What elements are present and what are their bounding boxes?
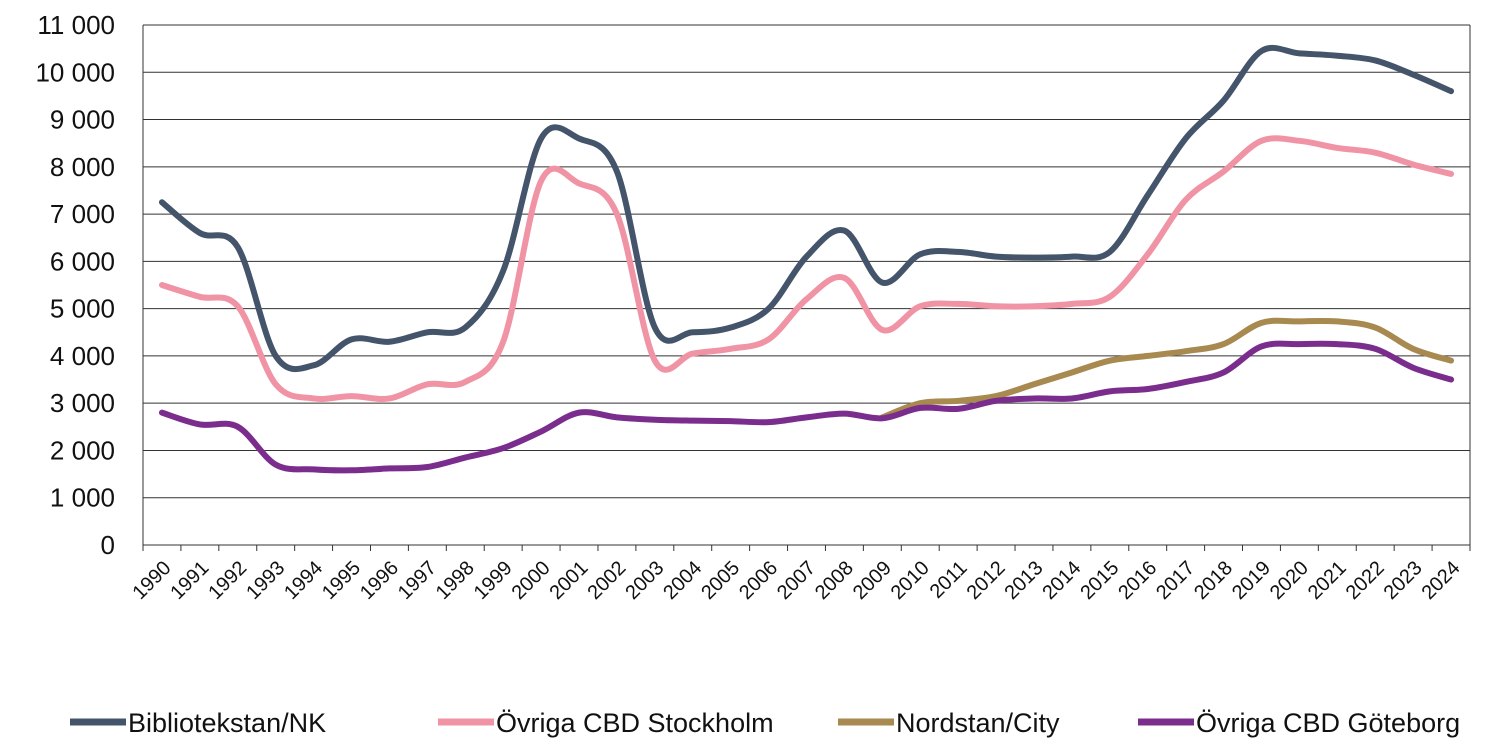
x-tick-label: 1998 — [432, 557, 479, 604]
x-tick-label: 2012 — [963, 557, 1010, 604]
x-tick-label: 2008 — [811, 557, 858, 604]
x-tick-label: 2024 — [1418, 557, 1465, 604]
x-tick-label: 1993 — [242, 557, 289, 604]
x-tick-label: 2013 — [1000, 557, 1047, 604]
x-tick-label: 2010 — [887, 557, 934, 604]
x-tick-label: 2006 — [735, 557, 782, 604]
x-tick-label: 1990 — [128, 557, 175, 604]
x-tick-label: 1999 — [470, 557, 517, 604]
y-tick-label: 8 000 — [50, 152, 115, 182]
x-tick-label: 2001 — [546, 557, 593, 604]
x-tick-label: 2003 — [621, 557, 668, 604]
legend-label: Övriga CBD Göteborg — [1196, 708, 1460, 738]
y-tick-label: 5 000 — [50, 294, 115, 324]
x-tick-label: 2019 — [1228, 557, 1275, 604]
series-line — [158, 340, 1455, 474]
x-tick-label: 2016 — [1114, 557, 1161, 604]
x-tick-label: 2011 — [926, 557, 972, 603]
y-tick-label: 11 000 — [37, 10, 115, 40]
x-tick-label: 1991 — [166, 557, 213, 604]
x-tick-label: 2021 — [1304, 557, 1351, 604]
x-tick-label: 2022 — [1342, 557, 1389, 604]
series-line — [158, 44, 1455, 373]
y-tick-label: 7 000 — [50, 199, 115, 229]
y-tick-label: 4 000 — [50, 341, 115, 371]
x-tick-label: 1997 — [394, 557, 441, 604]
x-tick-label: 1992 — [204, 557, 251, 604]
y-tick-label: 10 000 — [35, 57, 115, 87]
series-line — [879, 317, 1455, 421]
x-tick-label: 2005 — [697, 557, 744, 604]
y-tick-label: 0 — [101, 530, 115, 560]
x-tick-label: 1995 — [318, 557, 365, 604]
y-tick-label: 2 000 — [50, 435, 115, 465]
series-line — [158, 135, 1455, 402]
x-tick-label: 2002 — [583, 557, 630, 604]
legend-label: Bibliotekstan/NK — [128, 708, 326, 738]
x-tick-label: 2007 — [773, 557, 820, 604]
legend-label: Övriga CBD Stockholm — [496, 708, 774, 738]
x-tick-label: 2004 — [659, 557, 706, 604]
x-tick-label: 1994 — [280, 557, 327, 604]
x-tick-label: 2014 — [1038, 557, 1085, 604]
y-tick-label: 6 000 — [50, 246, 115, 276]
x-tick-label: 2018 — [1190, 557, 1237, 604]
x-tick-label: 2017 — [1152, 557, 1199, 604]
legend-label: Nordstan/City — [896, 708, 1060, 738]
x-tick-label: 2000 — [508, 557, 555, 604]
x-tick-label: 2020 — [1266, 557, 1313, 604]
y-tick-label: 3 000 — [50, 388, 115, 418]
y-tick-label: 1 000 — [50, 483, 115, 513]
x-tick-label: 2023 — [1380, 557, 1427, 604]
x-tick-label: 1996 — [356, 557, 403, 604]
x-tick-label: 2015 — [1076, 557, 1123, 604]
x-tick-label: 2009 — [849, 557, 896, 604]
y-tick-label: 9 000 — [50, 105, 115, 135]
